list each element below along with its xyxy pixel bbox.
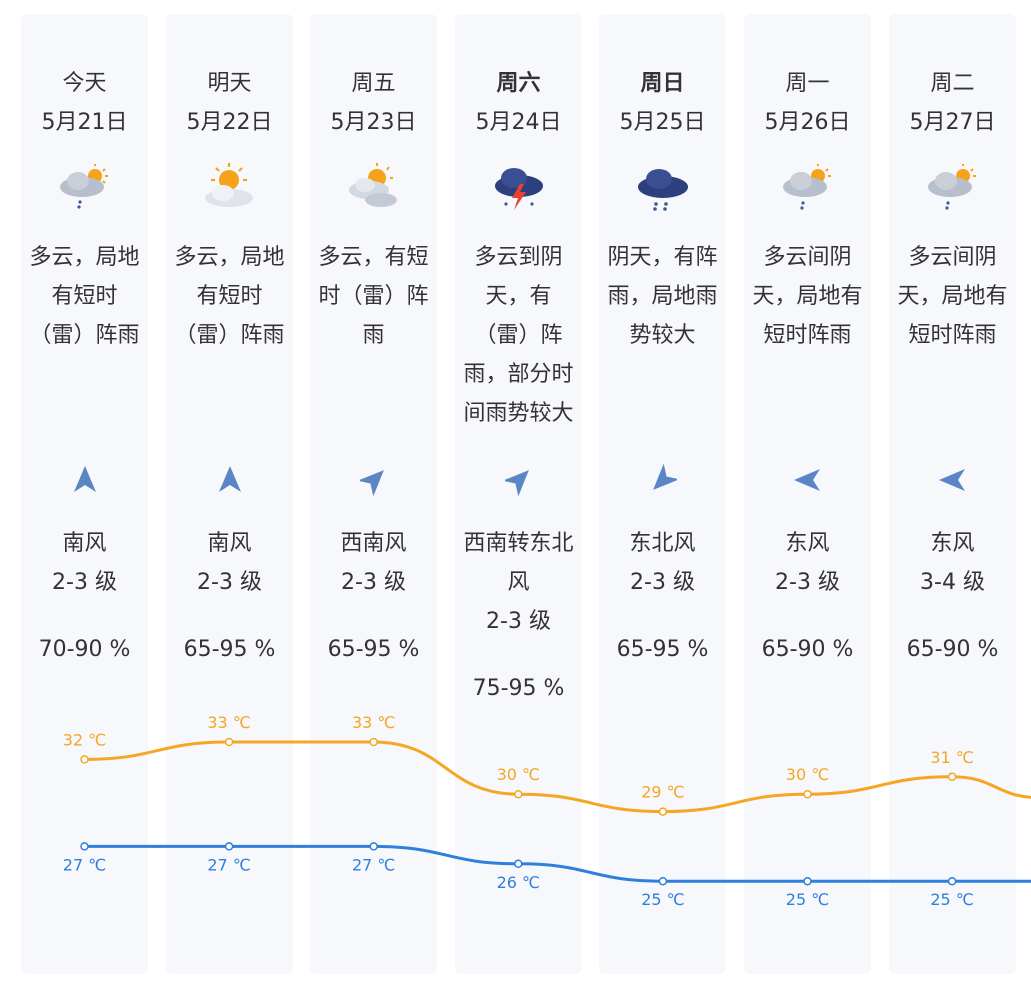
low-temp-point [947,876,957,886]
wind-info: 东风 2-3 级 [775,531,840,595]
wind-info: 南风 2-3 级 [52,531,117,595]
low-temp-line [84,844,1031,883]
humidity-label: 65-95 % [327,637,420,662]
wind-info: 南风 2-3 级 [197,531,262,595]
date-label: 5月24日 [475,110,562,135]
low-temp-label: 25 ℃ [641,890,684,909]
low-temp-point [514,859,523,869]
high-temp-point [369,737,378,747]
date-label: 5月25日 [619,110,706,135]
weather-description: 多云，有短 时（雷）阵 雨 [318,245,429,348]
cloudy-rain-thunder-icon [60,164,108,209]
wind-southwest-arrow-icon [360,470,384,496]
high-temp-label: 30 ℃ [786,765,829,784]
thunderstorm-icon [495,168,543,210]
humidity-label: 70-90 % [38,637,131,662]
weekday-label: 周六 [496,71,541,96]
weather-description: 多云，局地 有短时 （雷）阵雨 [174,245,285,348]
weather-description: 多云间阴 天，局地有 短时阵雨 [752,245,863,348]
weekday-label: 周日 [640,71,685,96]
low-temp-point [80,842,89,851]
date-label: 5月26日 [764,110,851,135]
date-label: 5月21日 [41,110,128,135]
humidity-label: 75-95 % [472,676,565,701]
low-temp-point [803,876,812,886]
date-label: 5月23日 [330,110,417,135]
wind-south-arrow-icon [219,466,241,492]
high-temp-label: 29 ℃ [641,783,684,802]
weekday-label: 今天 [62,71,107,96]
high-temp-label: 30 ℃ [497,765,540,784]
low-temp-point [658,876,668,886]
high-temp-line [84,740,1031,814]
high-temp-point [947,772,957,782]
weather-description: 多云间阴 天，局地有 短时阵雨 [897,245,1008,348]
low-temp-point [224,842,234,851]
weekday-label: 周二 [930,71,975,96]
cloudy-rain-icon [928,164,976,210]
day-card[interactable]: 周五 5月23日 多云，有短 时（雷）阵 雨 西南风 2-3 级 65-95 % [310,14,437,974]
low-temp-point [369,842,378,851]
high-temp-point [803,789,812,799]
weekday-label: 周五 [351,71,396,96]
day-card[interactable]: 今天 5月21日 多云，局地 有短时 （雷）阵雨 南风 2-3 级 70-90 … [21,14,148,974]
low-temp-label: 26 ℃ [497,873,540,892]
wind-southwest-arrow-icon [505,470,529,496]
high-temp-point [658,807,668,816]
high-temp-label: 33 ℃ [207,713,250,732]
heavy-rain-cloud-icon [638,169,688,211]
low-temp-label: 25 ℃ [786,890,829,909]
weather-description: 阴天，有阵 雨，局地雨 势较大 [607,245,718,348]
wind-info: 东风 3-4 级 [920,531,985,595]
weather-description: 多云到阴 天，有 （雷）阵 雨，部分时 间雨势较大 [463,245,574,426]
humidity-label: 65-95 % [183,637,276,662]
wind-info: 西南风 2-3 级 [340,531,407,595]
weekday-label: 明天 [207,71,252,96]
humidity-label: 65-90 % [906,637,999,662]
wind-info: 东北风 2-3 级 [629,531,696,595]
low-temp-label: 27 ℃ [207,855,250,874]
high-temp-point [514,789,523,799]
weekday-label: 周一 [785,71,830,96]
high-temp-label: 32 ℃ [63,730,106,749]
day-card[interactable]: 周一 5月26日 多云间阴 天，局地有 短时阵雨 东风 2-3 级 65-90 … [744,14,871,974]
date-label: 5月22日 [186,110,273,135]
day-card[interactable]: 明天 5月22日 多云，局地 有短时 （雷）阵雨 南风 2-3 级 65-95 … [166,14,293,974]
wind-northeast-arrow-icon [653,464,677,490]
weather-description: 多云，局地 有短时 （雷）阵雨 [29,245,140,348]
wind-info: 西南转东北 风 2-3 级 [463,531,574,634]
wind-south-arrow-icon [74,466,96,492]
sun-cloudy-icon [349,163,397,207]
low-temp-label: 25 ℃ [930,890,973,909]
humidity-label: 65-95 % [616,637,709,662]
date-label: 5月27日 [909,110,996,135]
low-temp-label: 27 ℃ [63,855,106,874]
sun-cloud-icon [205,163,253,207]
low-temp-label: 27 ℃ [352,855,395,874]
cloudy-rain-icon [783,164,831,210]
humidity-label: 65-90 % [761,637,854,662]
high-temp-label: 31 ℃ [930,748,973,767]
day-card[interactable]: 周二 5月27日 多云间阴 天，局地有 短时阵雨 东风 3-4 级 65-90 … [889,14,1016,974]
high-temp-label: 33 ℃ [352,713,395,732]
day-card[interactable]: 周六 5月24日 多云到阴 天，有 （雷）阵 雨，部分时 间雨势较大 西南转东北… [455,14,582,974]
wind-east-arrow-icon [794,469,820,491]
high-temp-point [224,737,234,747]
wind-east-arrow-icon [939,469,965,491]
high-temp-point [80,755,89,764]
